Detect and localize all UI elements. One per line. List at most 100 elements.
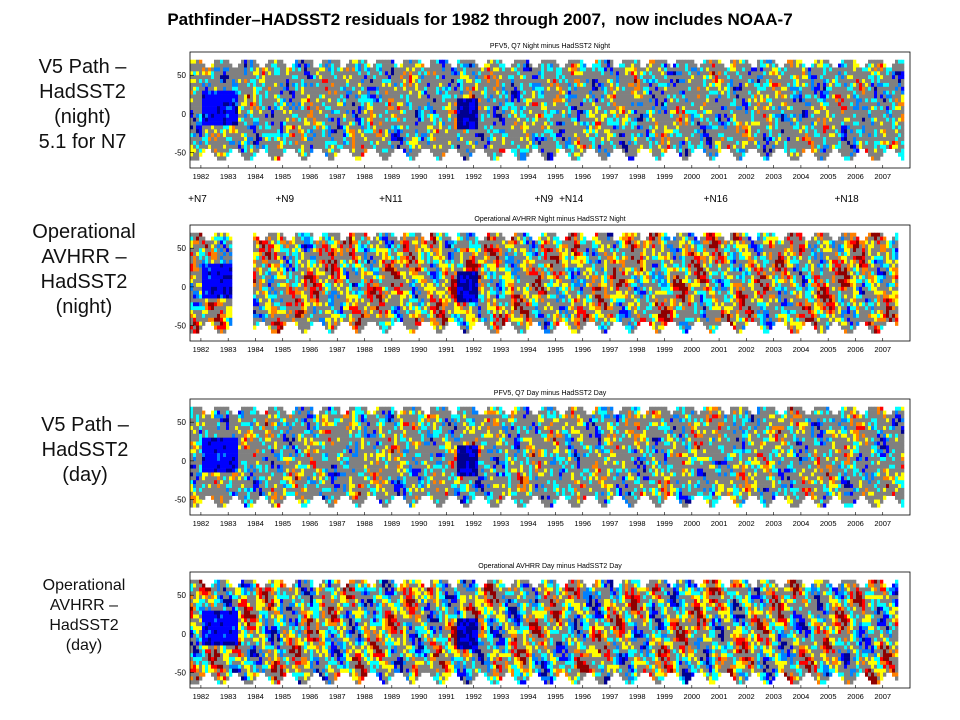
heatmap-cell	[190, 152, 194, 157]
heatmap-cell	[340, 75, 344, 80]
heatmap-cell	[652, 148, 656, 153]
heatmap-cell	[655, 86, 659, 91]
heatmap-cell	[757, 133, 761, 138]
heatmap-cell	[478, 79, 482, 84]
heatmap-cell	[604, 63, 608, 68]
heatmap-cell	[412, 106, 416, 111]
heatmap-cell	[709, 121, 713, 126]
heatmap-cell	[799, 86, 803, 91]
heatmap-cell	[649, 90, 653, 95]
heatmap-cell	[619, 125, 623, 130]
heatmap-cell	[373, 94, 377, 99]
heatmap-cell	[205, 79, 209, 84]
heatmap-cell	[805, 75, 809, 80]
heatmap-cell	[262, 79, 266, 84]
heatmap-cell	[754, 133, 758, 138]
heatmap-cell	[340, 110, 344, 115]
heatmap-cell	[352, 71, 356, 76]
heatmap-cell	[391, 125, 395, 130]
heatmap-cell	[550, 148, 554, 153]
heatmap-cell	[361, 75, 365, 80]
heatmap-cell	[802, 102, 806, 107]
heatmap-cell	[361, 90, 365, 95]
heatmap-cell	[646, 125, 650, 130]
heatmap-cell	[199, 79, 203, 84]
heatmap-cell	[784, 140, 788, 146]
heatmap-cell	[376, 59, 380, 64]
heatmap-cell	[529, 133, 533, 138]
heatmap-cell	[397, 121, 401, 126]
heatmap-cell	[733, 121, 737, 126]
heatmap-cell	[673, 79, 677, 84]
heatmap-cell	[535, 113, 539, 119]
heatmap-cell	[238, 67, 242, 72]
heatmap-cell	[787, 137, 791, 142]
heatmap-cell	[400, 137, 404, 142]
heatmap-cell	[784, 63, 788, 68]
heatmap-cell	[739, 82, 743, 88]
heatmap-cell	[754, 98, 758, 103]
heatmap-cell	[322, 82, 326, 88]
heatmap-cell	[628, 75, 632, 80]
heatmap-cell	[553, 125, 557, 130]
heatmap-cell	[610, 140, 614, 146]
heatmap-cell	[313, 117, 317, 122]
heatmap-cell	[439, 152, 443, 157]
heatmap-cell	[808, 98, 812, 103]
heatmap-cell	[685, 59, 689, 64]
heatmap-cell	[259, 79, 263, 84]
heatmap-cell	[730, 125, 734, 130]
heatmap-cell	[484, 129, 488, 134]
heatmap-cell	[712, 152, 716, 157]
heatmap-cell	[235, 102, 239, 107]
heatmap-cell	[430, 102, 434, 107]
heatmap-cell	[694, 67, 698, 72]
heatmap-cell	[289, 102, 293, 107]
heatmap-cell	[298, 63, 302, 68]
heatmap-cell	[496, 113, 500, 119]
heatmap-cell	[313, 98, 317, 103]
heatmap-cell	[238, 71, 242, 76]
heatmap-cell	[379, 71, 383, 76]
heatmap-cell	[217, 137, 221, 142]
heatmap-cell	[631, 140, 635, 146]
heatmap-cell	[589, 90, 593, 95]
heatmap-cell	[478, 94, 482, 99]
heatmap-cell	[217, 129, 221, 134]
heatmap-cell	[790, 67, 794, 72]
heatmap-cell	[397, 110, 401, 115]
heatmap-cell	[661, 71, 665, 76]
heatmap-cell	[631, 129, 635, 134]
heatmap-cell	[544, 156, 548, 161]
heatmap-cell	[541, 106, 545, 111]
heatmap-cell	[325, 106, 329, 111]
heatmap-cell	[322, 133, 326, 138]
heatmap-cell	[559, 82, 563, 88]
heatmap-cell	[673, 144, 677, 149]
heatmap-cell	[223, 137, 227, 142]
heatmap-cell	[241, 82, 245, 88]
heatmap-cell	[493, 156, 497, 161]
heatmap-cell	[370, 113, 374, 119]
heatmap-cell	[658, 140, 662, 146]
heatmap-cell	[454, 140, 458, 146]
heatmap-cell	[484, 113, 488, 119]
heatmap-cell	[433, 79, 437, 84]
heatmap-cell	[649, 121, 653, 126]
heatmap-cell	[403, 129, 407, 134]
heatmap-cell	[340, 137, 344, 142]
heatmap-cell	[694, 75, 698, 80]
heatmap-cell	[556, 125, 560, 130]
heatmap-cell	[439, 125, 443, 130]
heatmap-cell	[778, 102, 782, 107]
heatmap-cell	[214, 75, 218, 80]
heatmap-cell	[508, 67, 512, 72]
heatmap-cell	[496, 71, 500, 76]
heatmap-cell	[427, 67, 431, 72]
heatmap-cell	[688, 106, 692, 111]
heatmap-cell	[799, 117, 803, 122]
heatmap-cell	[379, 86, 383, 91]
heatmap-cell	[676, 86, 680, 91]
heatmap-cell	[424, 144, 428, 149]
heatmap-cell	[598, 79, 602, 84]
